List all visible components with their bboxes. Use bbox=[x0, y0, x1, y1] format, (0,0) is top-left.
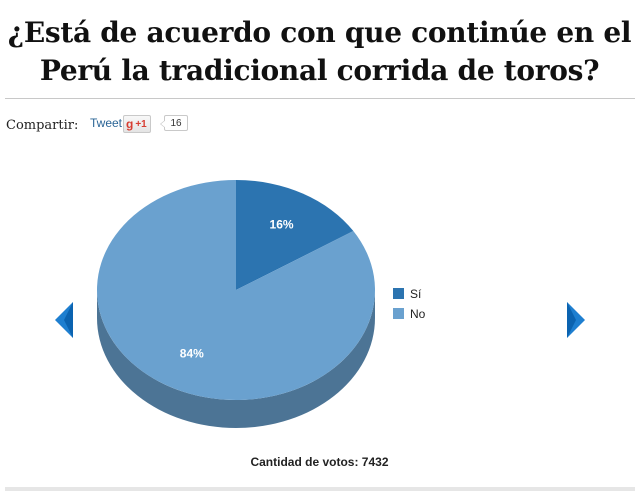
title-divider bbox=[5, 98, 635, 99]
pie-slice-side bbox=[97, 290, 375, 428]
poll-title: ¿Está de acuerdo con que continúe en el … bbox=[0, 14, 639, 90]
bottom-divider bbox=[5, 487, 635, 491]
poll-title-line1: ¿Está de acuerdo con que continúe en el bbox=[7, 16, 632, 49]
poll-chart: 16% 84% Sí No bbox=[0, 150, 639, 450]
poll-title-line2: Perú la tradicional corrida de toros? bbox=[39, 54, 600, 87]
google-plus-label: +1 bbox=[135, 118, 147, 130]
share-label: Compartir: bbox=[6, 117, 79, 133]
arrow-left-icon[interactable] bbox=[53, 300, 75, 340]
pie-layer: 16% 84% bbox=[96, 180, 375, 428]
pie-slice-2 bbox=[96, 180, 375, 400]
google-plus-icon: g bbox=[126, 117, 134, 131]
google-plus-button[interactable]: g +1 bbox=[123, 115, 151, 133]
vote-count: Cantidad de votos: 7432 bbox=[250, 455, 389, 469]
google-plus-count: 16 bbox=[160, 115, 188, 131]
legend-swatch bbox=[393, 288, 404, 299]
pie-chart: 16% 84% Sí No bbox=[96, 180, 426, 428]
tweet-button[interactable]: Tweet bbox=[90, 116, 123, 130]
share-bar: Compartir: Tweet g +1 16 bbox=[6, 114, 188, 136]
pie-data-label: 16% bbox=[270, 217, 294, 231]
legend-swatch bbox=[393, 308, 404, 319]
chart-legend: Sí No bbox=[393, 287, 426, 321]
legend-label: Sí bbox=[410, 287, 422, 301]
legend-label: No bbox=[410, 307, 426, 321]
pie-slice-1 bbox=[236, 180, 354, 290]
arrow-right-icon[interactable] bbox=[565, 300, 587, 340]
pie-data-label: 84% bbox=[180, 347, 204, 361]
